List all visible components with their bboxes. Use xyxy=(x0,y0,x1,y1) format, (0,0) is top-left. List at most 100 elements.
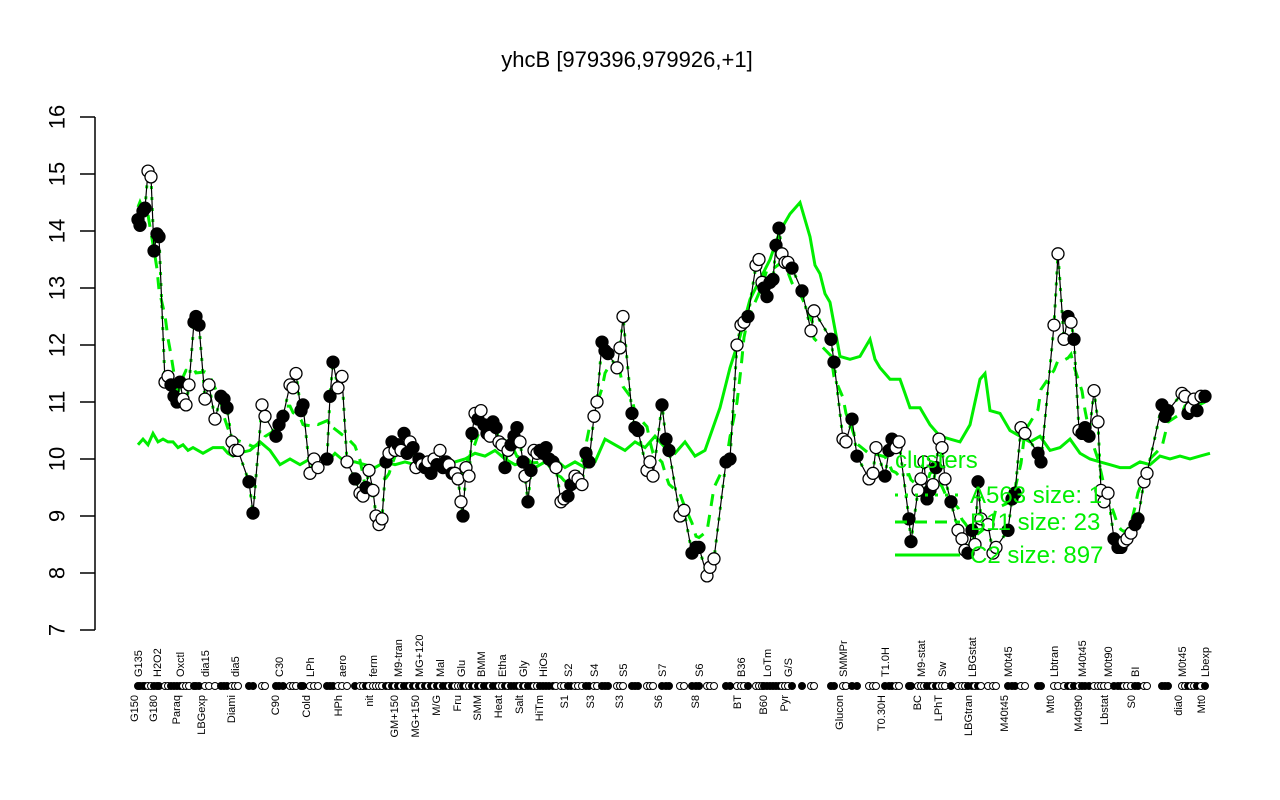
x-tick-label: M0t90 xyxy=(1103,646,1115,677)
data-point xyxy=(498,460,512,475)
sample-marker xyxy=(680,682,688,690)
data-point xyxy=(707,552,721,566)
data-point xyxy=(839,435,853,449)
data-point xyxy=(510,420,524,435)
sample-marker xyxy=(261,682,269,690)
legend-title: clusters xyxy=(895,447,978,474)
x-tick-label: Glu xyxy=(456,660,468,677)
data-point xyxy=(760,289,774,304)
x-tick-label: M40t45 xyxy=(1077,640,1089,677)
x-tick-label: HiOs xyxy=(538,652,550,677)
legend-label-c: C2 size: 897 xyxy=(970,542,1103,569)
data-point xyxy=(561,489,575,503)
y-tick-label: 14 xyxy=(45,219,70,243)
sample-marker xyxy=(343,682,351,690)
sample-marker xyxy=(1037,682,1045,690)
x-tick-label: LPhT xyxy=(933,695,945,722)
data-point xyxy=(723,452,737,466)
sample-marker xyxy=(604,682,612,690)
data-point xyxy=(878,469,892,483)
sample-marker xyxy=(695,682,703,690)
data-point xyxy=(981,517,995,532)
x-tick-label: M40t90 xyxy=(1073,695,1085,732)
x-tick-label: G135 xyxy=(133,650,145,677)
data-point xyxy=(795,284,809,298)
sample-marker xyxy=(1143,682,1151,690)
data-point xyxy=(296,398,310,412)
x-tick-label: H2O2 xyxy=(152,648,164,677)
sample-marker xyxy=(992,682,1000,690)
data-point xyxy=(677,503,691,517)
x-tick-label: G150 xyxy=(129,695,141,722)
data-point xyxy=(741,309,755,324)
legend-label-b: B11 size: 23 xyxy=(970,509,1100,536)
x-tick-label: BC xyxy=(912,695,924,710)
sample-marker xyxy=(710,682,718,690)
data-point xyxy=(850,449,864,463)
data-point xyxy=(575,477,589,492)
y-tick-label: 16 xyxy=(45,105,70,129)
data-point xyxy=(456,509,470,523)
x-tick-label: Gly xyxy=(518,660,530,677)
x-tick-label: Heat xyxy=(493,695,505,718)
data-point xyxy=(692,540,706,555)
data-point xyxy=(323,389,337,403)
data-point xyxy=(955,532,969,546)
data-point xyxy=(340,455,354,469)
x-tick-label: S7 xyxy=(657,664,669,677)
data-point xyxy=(1064,315,1078,329)
data-point xyxy=(465,426,479,441)
data-point xyxy=(730,338,744,352)
x-tick-label: LBGstat xyxy=(967,637,979,677)
y-tick-label: 11 xyxy=(45,391,70,414)
x-tick-label: aero xyxy=(337,655,349,677)
data-point xyxy=(613,341,627,355)
data-point xyxy=(231,443,245,458)
cluster-c2-line xyxy=(136,199,1211,470)
y-tick-label: 15 xyxy=(45,162,70,186)
data-point xyxy=(489,420,503,435)
x-tick-label: SMM xyxy=(472,695,484,721)
data-point xyxy=(892,435,906,449)
sample-marker xyxy=(830,682,838,690)
sample-marker xyxy=(788,682,796,690)
data-point xyxy=(524,463,538,478)
data-point xyxy=(807,304,821,318)
data-point xyxy=(549,460,563,475)
data-point xyxy=(1067,332,1081,346)
data-point xyxy=(1190,403,1204,418)
data-point xyxy=(752,252,766,267)
x-tick-label: GM+150 xyxy=(389,695,401,738)
x-tick-label: S4 xyxy=(589,664,601,677)
data-point xyxy=(1047,318,1061,332)
x-tick-label: LBGtran xyxy=(963,695,975,736)
data-point xyxy=(772,221,786,235)
data-point xyxy=(433,443,447,458)
legend-label-a: A563 size: 1 xyxy=(970,482,1102,509)
sample-marker xyxy=(1201,682,1209,690)
sample-marker xyxy=(279,682,287,690)
x-tick-label: Oxctl xyxy=(175,652,187,677)
data-point xyxy=(845,412,859,426)
data-point xyxy=(255,398,269,412)
data-point xyxy=(904,534,918,549)
sample-marker xyxy=(234,682,242,690)
data-point xyxy=(366,483,380,498)
data-point xyxy=(246,506,260,520)
y-axis: 7 8 9 10 11 12 13 14 15 16 xyxy=(45,105,96,636)
data-point xyxy=(192,318,206,332)
data-point xyxy=(144,170,158,184)
x-tick-label: S3 xyxy=(614,695,626,708)
data-point xyxy=(138,201,152,215)
sample-marker xyxy=(726,682,734,690)
data-point xyxy=(971,475,985,489)
x-tick-label: Pyr xyxy=(779,695,791,712)
x-tick-label: M9-stat xyxy=(916,640,928,677)
data-point xyxy=(311,460,325,475)
x-tick-label: B36 xyxy=(736,657,748,677)
data-point xyxy=(152,230,166,244)
sample-marker xyxy=(798,682,806,690)
x-tick-label: G180 xyxy=(148,695,160,722)
expression-series xyxy=(131,164,1212,583)
x-tick-label: Cold xyxy=(301,695,313,718)
